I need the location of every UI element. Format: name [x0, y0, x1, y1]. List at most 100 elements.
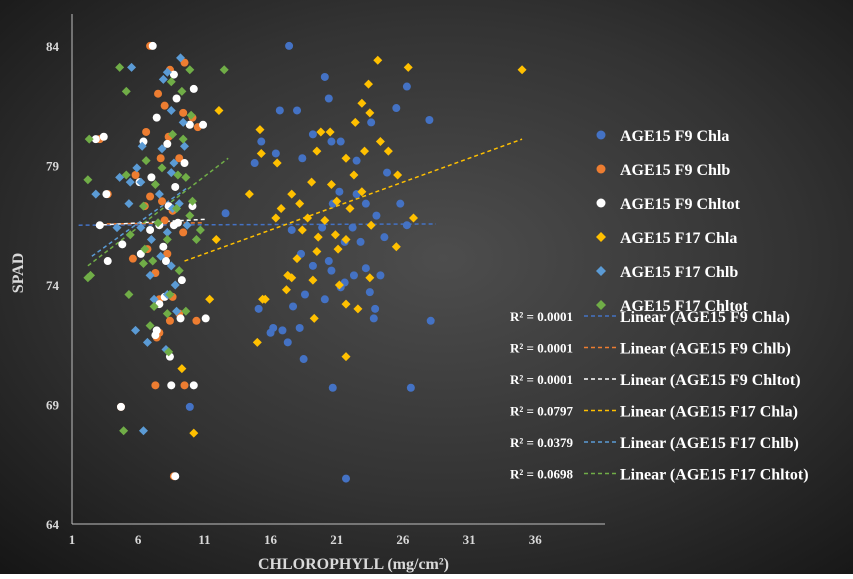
data-point [266, 328, 275, 337]
series-5 [83, 62, 229, 436]
data-point [365, 108, 375, 118]
data-point [252, 337, 262, 347]
data-point [391, 242, 401, 252]
data-point [179, 108, 188, 117]
data-point [352, 156, 361, 165]
data-point [199, 120, 208, 129]
data-point [156, 251, 166, 261]
data-point [162, 227, 172, 237]
data-point [328, 383, 337, 392]
data-point [214, 105, 224, 115]
x-axis-title: CHLOROPHYLL (mg/cm²) [258, 556, 449, 573]
data-point [287, 189, 297, 199]
data-point [182, 220, 192, 230]
y-tick-label: 79 [46, 158, 60, 173]
data-point [115, 172, 125, 182]
data-point [140, 244, 150, 254]
data-point [154, 89, 163, 98]
data-point [189, 428, 199, 438]
data-point [169, 158, 179, 168]
data-point [327, 266, 336, 275]
data-point [201, 314, 210, 323]
r-squared-label: R² = 0.0797 [510, 404, 573, 419]
trendline [91, 186, 189, 257]
legend-marker [596, 266, 606, 276]
data-point [172, 94, 181, 103]
r-squared-label: R² = 0.0001 [510, 309, 573, 324]
data-point [118, 240, 127, 249]
data-point [426, 316, 435, 325]
legend-label: AGE15 F9 Chltot [620, 196, 741, 213]
data-point [156, 154, 165, 163]
data-point [124, 199, 134, 209]
data-point [138, 426, 148, 436]
legend-marker [596, 130, 606, 140]
data-point [383, 168, 392, 177]
data-point [365, 288, 374, 297]
data-point [396, 199, 405, 208]
data-point [342, 474, 351, 483]
r-squared-label: R² = 0.0379 [510, 435, 573, 450]
data-point [167, 381, 176, 390]
data-point [256, 148, 266, 158]
data-point [138, 258, 148, 268]
legend-label: AGE15 F17 Chlb [620, 264, 738, 281]
data-point [152, 113, 161, 122]
data-point [115, 62, 125, 72]
data-point [153, 218, 163, 228]
data-point [159, 242, 168, 251]
data-point [320, 295, 329, 304]
x-tick-label: 31 [463, 532, 476, 547]
data-point [162, 309, 172, 319]
data-point [221, 209, 230, 218]
data-point [341, 352, 351, 362]
data-point [136, 223, 146, 233]
data-point [327, 137, 336, 146]
data-point [162, 235, 172, 245]
data-point [191, 235, 201, 245]
trendline [95, 218, 208, 226]
x-tick-label: 26 [396, 532, 410, 547]
data-point [136, 177, 146, 187]
data-point [333, 244, 343, 254]
data-point [380, 233, 389, 242]
series-0 [185, 41, 435, 483]
r-squared-label: R² = 0.0001 [510, 372, 573, 387]
legend-marker [596, 164, 606, 174]
data-point [254, 304, 263, 313]
data-point [178, 134, 188, 144]
data-point [99, 132, 108, 141]
y-axis-title: SPAD [10, 253, 27, 294]
data-point [348, 223, 357, 232]
data-point [250, 159, 259, 168]
data-point [295, 199, 305, 209]
data-point [283, 338, 292, 347]
data-point [127, 62, 137, 72]
legend-label: Linear (AGE15 F9 Chltot) [620, 372, 801, 389]
legend-label: AGE15 F17 Chltot [620, 298, 749, 315]
data-point [271, 213, 281, 223]
data-point [303, 213, 313, 223]
data-point [372, 211, 381, 220]
data-point [320, 215, 330, 225]
x-tick-label: 21 [330, 532, 343, 547]
data-point [361, 264, 370, 273]
data-point [376, 271, 385, 280]
data-point [189, 84, 198, 93]
data-point [162, 67, 172, 77]
legend-label: AGE15 F9 Chla [620, 128, 729, 145]
data-point [326, 180, 336, 190]
legend-label: Linear (AGE15 F17 Chltot) [620, 467, 809, 484]
data-point [177, 276, 186, 285]
data-point [425, 116, 434, 125]
data-point [137, 141, 147, 151]
data-point [402, 221, 411, 230]
data-point [188, 202, 197, 211]
data-point [296, 249, 305, 258]
data-point [517, 65, 527, 75]
data-point [308, 130, 317, 139]
data-point [166, 105, 176, 115]
data-point [276, 203, 286, 213]
